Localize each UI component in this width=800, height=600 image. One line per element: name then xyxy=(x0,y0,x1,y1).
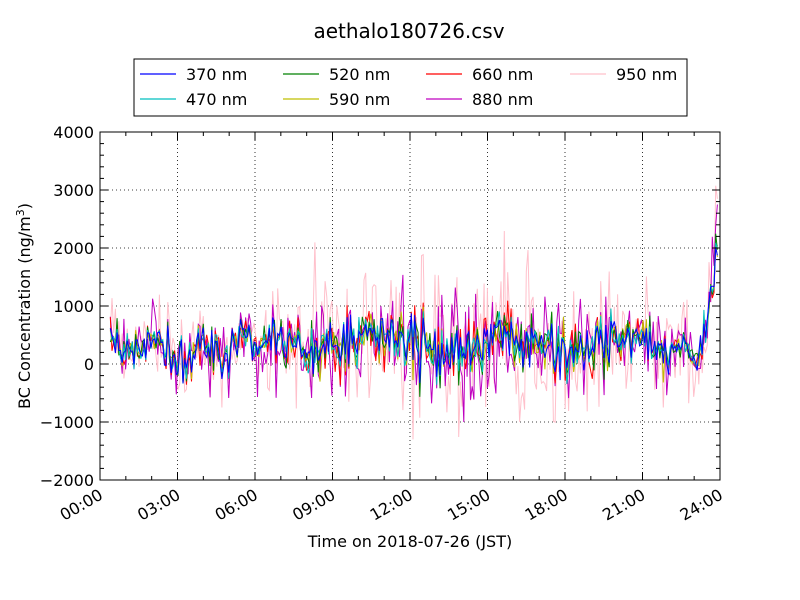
series-line-370-nm xyxy=(109,247,718,384)
x-axis-label: Time on 2018-07-26 (JST) xyxy=(307,532,512,551)
legend-label: 660 nm xyxy=(472,65,533,84)
x-tick-label: 15:00 xyxy=(444,485,493,525)
x-tick-label: 21:00 xyxy=(599,485,648,525)
legend-label: 470 nm xyxy=(186,90,247,109)
grid xyxy=(100,132,720,480)
y-tick-label: 2000 xyxy=(53,239,94,258)
y-tick-label: 1000 xyxy=(53,297,94,316)
legend-label: 370 nm xyxy=(186,65,247,84)
legend-label: 520 nm xyxy=(329,65,390,84)
axis-ticks xyxy=(99,131,721,481)
y-tick-label: 4000 xyxy=(53,123,94,142)
legend-label: 950 nm xyxy=(616,65,677,84)
y-axis-label-main: BC Concentration (ng/m xyxy=(15,216,34,409)
legend-label: 590 nm xyxy=(329,90,390,109)
y-axis-label: BC Concentration (ng/m3) xyxy=(14,203,34,409)
x-tick-label: 12:00 xyxy=(367,485,416,525)
x-tick-label: 24:00 xyxy=(677,485,726,525)
x-tick-label: 06:00 xyxy=(212,485,261,525)
x-tick-label: 03:00 xyxy=(134,485,183,525)
x-tick-labels: 00:00 03:00 06:00 09:00 12:00 15:00 18:00 21:00… xyxy=(57,485,726,525)
chart-title: aethalo180726.csv xyxy=(313,19,504,43)
series-line-950-nm xyxy=(109,185,718,440)
y-tick-label: −1000 xyxy=(40,413,94,432)
x-tick-label: 00:00 xyxy=(57,485,106,525)
y-axis-label-close: ) xyxy=(15,203,34,209)
y-tick-labels: −2000 −1000 0 1000 2000 3000 4000 xyxy=(40,123,94,490)
plot-lines xyxy=(109,185,718,440)
x-tick-label: 18:00 xyxy=(522,485,571,525)
y-tick-label: 0 xyxy=(84,355,94,374)
legend-label: 880 nm xyxy=(472,90,533,109)
legend: 370 nm 470 nm 520 nm 590 nm 660 nm 880 nm 950 … xyxy=(133,58,688,117)
legend-box xyxy=(133,58,688,117)
y-axis-label-superscript: 3 xyxy=(14,209,27,216)
y-tick-label: −2000 xyxy=(40,471,94,490)
x-tick-label: 09:00 xyxy=(289,485,338,525)
y-tick-label: 3000 xyxy=(53,181,94,200)
